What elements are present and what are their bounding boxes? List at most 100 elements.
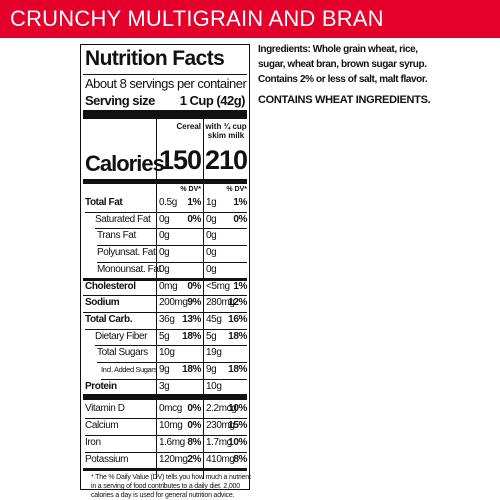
nutrient-name: Total Fat: [85, 197, 123, 208]
amount: 200mg: [159, 297, 188, 309]
daily-value: 1%: [233, 280, 247, 292]
nutrition-label: Nutrition Facts About 8 servings per con…: [80, 44, 251, 499]
calories-value: 150: [158, 145, 202, 175]
amount: 230mg: [206, 420, 235, 432]
amount: 9g: [159, 364, 170, 375]
dv-header: % DV*: [226, 186, 247, 193]
daily-value: 15%: [228, 420, 247, 432]
amount: 120mg: [159, 453, 188, 465]
rule: [95, 228, 247, 230]
rule: [83, 74, 247, 75]
thick-rule: [83, 277, 247, 281]
ingredient-line: Ingredients: Whole grain wheat, rice,: [258, 44, 418, 55]
nutrient-name: Protein: [85, 380, 117, 392]
nutrient-name: Sodium: [85, 297, 120, 309]
daily-value: 16%: [228, 313, 247, 325]
banner-text: CRUNCHY MULTIGRAIN AND BRAN: [10, 6, 384, 31]
daily-value: 8%: [233, 453, 247, 465]
amount: 0g: [159, 247, 170, 259]
amount: 0g: [206, 263, 217, 275]
daily-value: 18%: [228, 330, 247, 342]
amount: 0mg: [159, 280, 178, 292]
serving-size-label: Serving size: [85, 93, 155, 108]
banner: CRUNCHY MULTIGRAIN AND BRAN: [0, 0, 500, 38]
daily-value: 10%: [228, 436, 247, 448]
daily-value: 10%: [228, 403, 247, 415]
amount: 10g: [159, 347, 175, 359]
daily-value: 12%: [228, 297, 247, 309]
column-divider: [156, 119, 157, 479]
daily-value: 18%: [228, 364, 247, 375]
amount: 9g: [206, 364, 217, 375]
ingredient-line: Contains 2% or less of salt, malt flavor…: [258, 74, 428, 85]
rule: [97, 245, 247, 247]
amount: 36g: [159, 313, 175, 325]
rule: [85, 211, 247, 213]
daily-value: 1%: [233, 197, 247, 208]
daily-value: 8%: [187, 436, 201, 448]
daily-value: 13%: [182, 313, 201, 325]
footnote-line: in a serving of food contributes to a da…: [91, 483, 240, 491]
nutrient-name: Monounsat. Fat: [97, 263, 161, 275]
nutrient-name: Dietary Fiber: [95, 330, 148, 342]
rule: [101, 378, 247, 380]
serving-size-value: 1 Cup (42g): [179, 93, 246, 108]
footnote-line: * The % Daily Value (DV) tells you how m…: [91, 474, 251, 482]
rule: [83, 311, 247, 313]
daily-value: 1%: [187, 197, 201, 208]
thick-rule: [83, 179, 247, 184]
rule: [85, 434, 247, 436]
nutrient-name: Polyunsat. Fat: [97, 247, 156, 259]
rule: [95, 345, 247, 347]
amount: 5g: [206, 330, 217, 342]
column-divider: [203, 119, 204, 479]
nutrient-name: Total Carb.: [85, 313, 133, 325]
calories-label: Calories: [85, 151, 165, 176]
amount: 0g: [206, 247, 217, 259]
dv-header: % DV*: [180, 186, 201, 193]
ingredient-line: sugar, wheat bran, brown sugar syrup.: [258, 59, 427, 70]
rule: [83, 295, 247, 297]
rule: [97, 362, 247, 363]
amount: 280mg: [206, 297, 235, 309]
daily-value: 0%: [187, 403, 201, 415]
nutrient-name: Total Sugars: [97, 347, 148, 359]
nutrient-name: Cholesterol: [85, 280, 136, 292]
daily-value: 18%: [182, 330, 201, 342]
nutrient-name: Iron: [85, 436, 101, 448]
thick-rule: [83, 110, 247, 119]
amount: 3g: [159, 380, 170, 392]
amount: 410mg: [206, 453, 235, 465]
footnote-line: calories a day is used for general nutri…: [91, 492, 235, 500]
amount: 1.6mg: [159, 436, 185, 448]
amount: 0mcg: [159, 403, 182, 415]
rule: [97, 261, 247, 263]
column-header: with ¾ cup skim milk: [205, 122, 247, 140]
amount: 0g: [159, 263, 170, 275]
amount: <5mg: [206, 280, 230, 292]
nutrient-name: Potassium: [85, 453, 129, 465]
amount: 1g: [206, 197, 217, 208]
amount: 5g: [159, 330, 170, 342]
amount: 45g: [206, 313, 222, 325]
rule: [85, 418, 247, 420]
amount: 10g: [206, 380, 222, 392]
amount: 0g: [159, 213, 170, 225]
thick-rule: [83, 468, 247, 472]
nutrient-name: Saturated Fat: [95, 213, 151, 225]
column-header: Cereal: [176, 122, 201, 131]
amount: 0g: [206, 213, 217, 225]
daily-value: 2%: [187, 453, 201, 465]
daily-value: 0%: [187, 420, 201, 432]
servings: About 8 servings per container: [85, 76, 247, 91]
rule: [85, 451, 247, 453]
calories-value: 210: [205, 145, 248, 175]
amount: 19g: [206, 347, 222, 359]
nutrient-name: Incl. Added Sugars: [101, 365, 157, 374]
daily-value: 0%: [233, 213, 247, 225]
nutrient-name: Calcium: [85, 420, 119, 432]
nutrient-name: Vitamin D: [85, 403, 125, 415]
label-title: Nutrition Facts: [85, 47, 225, 70]
amount: 0.5g: [159, 197, 177, 208]
